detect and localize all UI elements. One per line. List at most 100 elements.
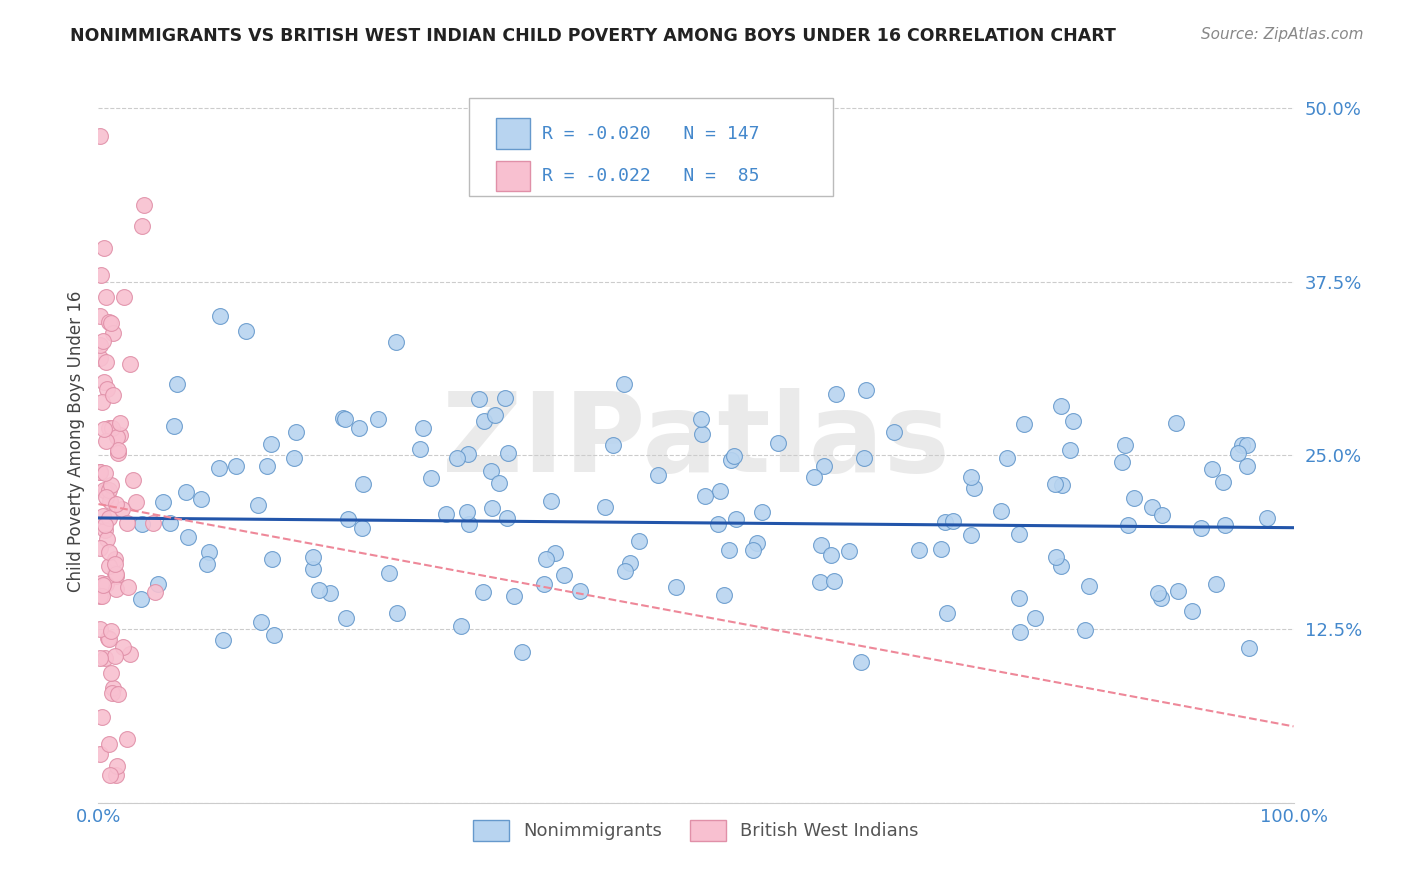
Point xyxy=(533,577,555,591)
Point xyxy=(132,198,155,212)
Point xyxy=(479,464,502,478)
Point xyxy=(908,542,931,557)
Point xyxy=(1205,577,1227,591)
Point xyxy=(593,500,616,515)
Point xyxy=(820,548,842,562)
Point xyxy=(693,489,716,503)
Point xyxy=(235,324,257,338)
Point xyxy=(89,465,111,479)
Point xyxy=(89,747,111,762)
Point xyxy=(723,449,745,463)
Point xyxy=(458,517,481,532)
Point xyxy=(94,466,117,480)
Point xyxy=(665,580,688,594)
Point xyxy=(93,422,115,436)
Point xyxy=(808,575,831,590)
Point xyxy=(89,338,111,352)
Point xyxy=(718,543,741,558)
Point xyxy=(91,578,114,592)
Point xyxy=(352,477,374,491)
Point xyxy=(104,566,127,580)
Point xyxy=(225,458,247,473)
Point xyxy=(1010,625,1032,640)
Point xyxy=(1230,438,1253,452)
Point xyxy=(384,335,406,350)
Point xyxy=(803,470,825,484)
Point xyxy=(90,395,112,409)
Point xyxy=(176,530,198,544)
Point xyxy=(484,408,506,422)
Point xyxy=(97,544,120,558)
Point xyxy=(1167,584,1189,599)
Point xyxy=(195,557,218,571)
Point xyxy=(960,469,983,483)
Point xyxy=(825,387,848,401)
Point xyxy=(742,543,765,558)
Point xyxy=(838,544,860,558)
Point xyxy=(1049,399,1071,413)
Point xyxy=(89,310,111,324)
Text: R = -0.022   N =  85: R = -0.022 N = 85 xyxy=(541,167,759,185)
Point xyxy=(90,589,112,603)
Point xyxy=(412,421,434,435)
Y-axis label: Child Poverty Among Boys Under 16: Child Poverty Among Boys Under 16 xyxy=(66,291,84,592)
Point xyxy=(1140,500,1163,515)
Point xyxy=(1164,416,1187,430)
Point xyxy=(256,458,278,473)
Point xyxy=(93,334,115,348)
Point xyxy=(934,515,956,529)
Point xyxy=(450,619,472,633)
Point xyxy=(1227,445,1250,459)
Point xyxy=(104,552,127,566)
Point xyxy=(1008,527,1031,541)
Point xyxy=(613,564,636,578)
Point xyxy=(101,681,124,695)
Point xyxy=(378,566,401,580)
Point xyxy=(89,128,111,143)
Point xyxy=(105,566,128,581)
Point xyxy=(813,459,835,474)
Point xyxy=(481,500,503,515)
Point xyxy=(534,552,557,566)
Point xyxy=(367,412,389,426)
Point xyxy=(810,538,832,552)
Point xyxy=(1150,591,1173,605)
Point xyxy=(692,426,714,441)
Point xyxy=(89,465,111,479)
Point xyxy=(101,326,124,340)
Point xyxy=(93,523,115,537)
Point xyxy=(543,546,565,560)
Point xyxy=(1236,438,1258,452)
Point xyxy=(107,443,129,458)
Point xyxy=(208,461,231,475)
Point xyxy=(105,582,128,597)
Point xyxy=(89,589,111,603)
Point xyxy=(94,483,117,498)
Point xyxy=(510,645,533,659)
Point xyxy=(540,493,562,508)
Point xyxy=(112,290,135,304)
Point xyxy=(472,585,495,599)
Point xyxy=(98,421,121,435)
Bar xyxy=(496,161,530,191)
Point xyxy=(333,411,356,425)
Point xyxy=(159,516,181,530)
Text: Source: ZipAtlas.com: Source: ZipAtlas.com xyxy=(1201,27,1364,42)
Point xyxy=(1008,591,1031,606)
Point xyxy=(131,516,153,531)
Point xyxy=(613,377,636,392)
Point xyxy=(89,351,111,366)
Point xyxy=(768,436,790,450)
Point xyxy=(94,576,117,591)
Point xyxy=(990,504,1012,518)
Point xyxy=(97,631,120,645)
Point xyxy=(98,493,121,508)
Point xyxy=(1111,454,1133,468)
Point xyxy=(1256,510,1278,524)
Point xyxy=(319,585,342,599)
Point xyxy=(260,552,283,566)
Point xyxy=(100,686,122,700)
Point xyxy=(110,416,132,430)
Point xyxy=(308,583,330,598)
FancyBboxPatch shape xyxy=(470,98,834,196)
